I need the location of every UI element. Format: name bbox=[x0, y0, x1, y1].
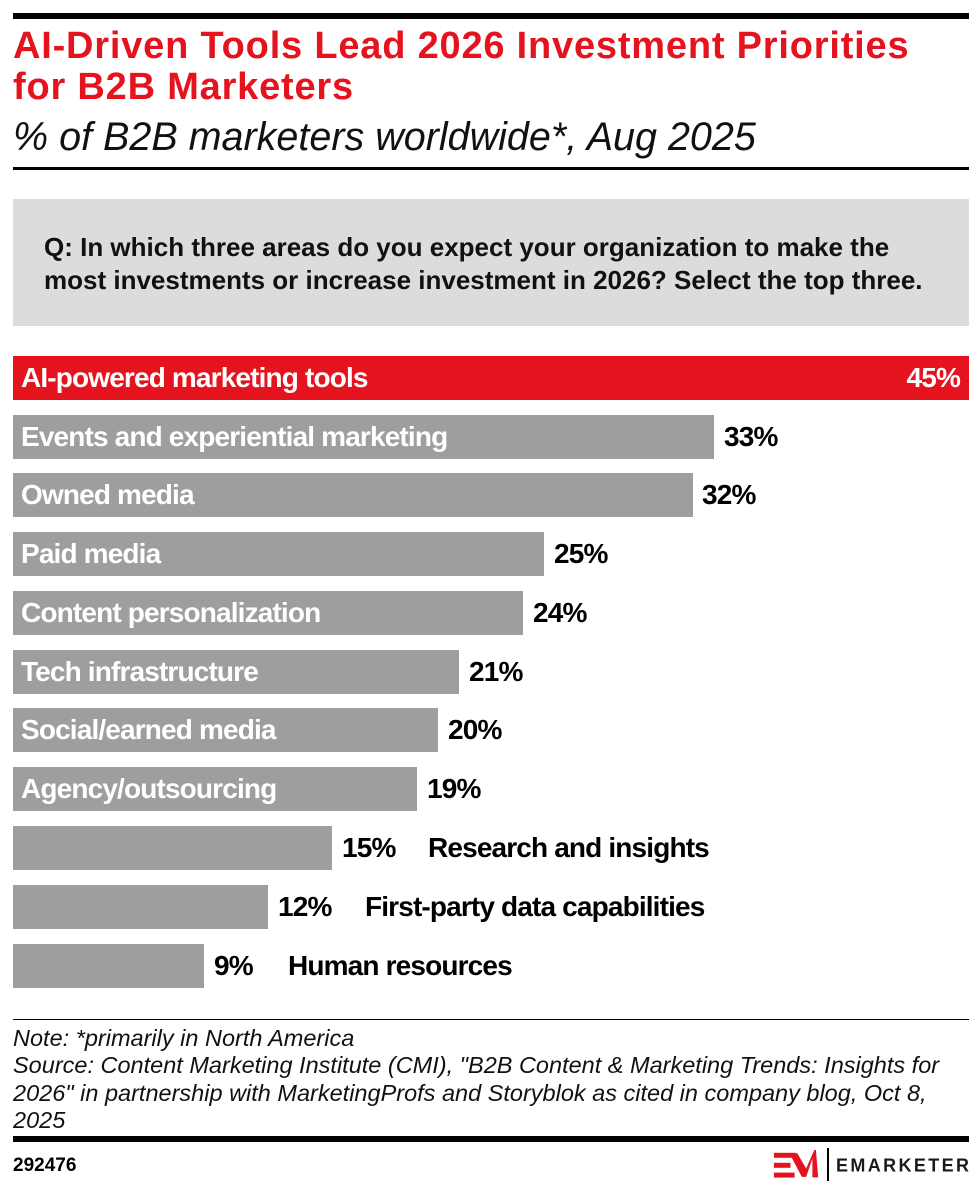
svg-text:EMARKETER: EMARKETER bbox=[836, 1156, 969, 1176]
